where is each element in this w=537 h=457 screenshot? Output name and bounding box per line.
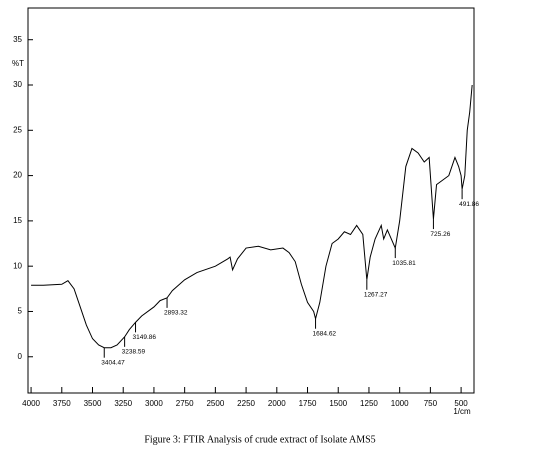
plot-frame (27, 7, 475, 394)
x-tick-label: 3000 (145, 399, 163, 408)
y-tick-label: 25 (13, 125, 22, 134)
x-tick-label: 2000 (268, 399, 286, 408)
x-tick-label: 750 (424, 399, 438, 408)
peak-label: 491.86 (459, 201, 479, 208)
y-tick-label: 5 (18, 307, 23, 316)
spectrum-line (31, 84, 473, 349)
y-tick-label: 10 (13, 261, 22, 270)
x-tick-label: 1250 (360, 399, 378, 408)
peak-label: 3238.59 (122, 349, 146, 356)
x-axis-label: 1/cm (453, 407, 471, 416)
peak-label: 1267.27 (364, 291, 388, 298)
x-tick-label: 2250 (237, 399, 255, 408)
x-tick-label: 2500 (206, 399, 224, 408)
y-axis-label: %T (12, 59, 24, 68)
peak-label: 1684.62 (313, 330, 337, 337)
x-tick-label: 4000 (22, 399, 40, 408)
y-tick-label: 30 (13, 80, 22, 89)
peak-label: 1035.81 (392, 260, 416, 267)
y-tick-label: 15 (13, 216, 22, 225)
x-tick-label: 3750 (53, 399, 71, 408)
y-tick-label: 35 (13, 35, 22, 44)
x-tick-label: 1500 (329, 399, 347, 408)
y-tick-label: 20 (13, 171, 22, 180)
x-tick-label: 3500 (84, 399, 102, 408)
x-tick-label: 500 (454, 399, 468, 408)
x-tick-label: 2750 (176, 399, 194, 408)
peak-label: 725.26 (430, 231, 450, 238)
peak-label: 3404.47 (101, 359, 125, 366)
peak-label: 3149.86 (133, 334, 157, 341)
x-tick-label: 1750 (299, 399, 317, 408)
x-tick-label: 3250 (114, 399, 132, 408)
y-tick-label: 0 (18, 352, 23, 361)
peak-label: 2893.32 (164, 310, 188, 317)
x-tick-label: 1000 (391, 399, 409, 408)
caption: Figure 3: FTIR Analysis of crude extract… (144, 434, 375, 445)
